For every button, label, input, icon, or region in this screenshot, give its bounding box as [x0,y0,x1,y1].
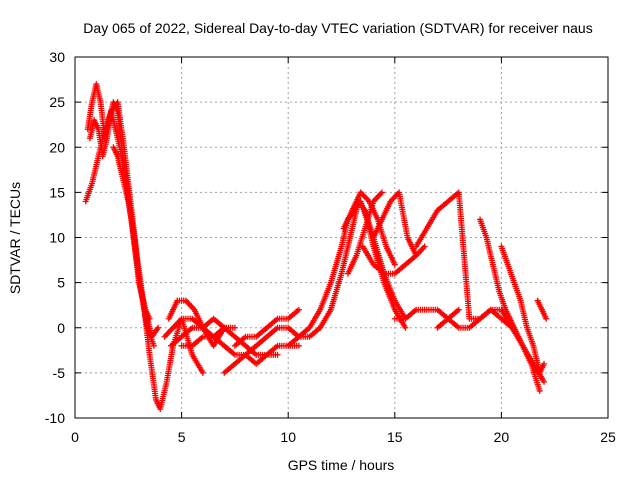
series-22 [534,297,550,322]
series-10 [231,306,302,349]
y-tick-label: 15 [49,184,65,200]
data-point [543,315,550,322]
data-point [150,342,157,349]
series-8 [178,324,238,349]
series-21 [498,243,548,376]
data-point [536,387,543,394]
series-12 [317,198,409,331]
data-point [402,324,409,331]
x-tick-label: 15 [387,429,403,445]
x-tick-label: 10 [280,429,296,445]
data-point [274,351,281,358]
data-points [82,81,550,412]
data-point [231,324,238,331]
data-point [146,315,153,322]
chart-title: Day 065 of 2022, Sidereal Day-to-day VTE… [83,20,592,36]
y-tick-label: 0 [57,320,65,336]
series-16 [370,189,428,259]
data-point [379,189,386,196]
x-axis-label: GPS time / hours [288,457,395,473]
plot-frame [74,56,609,419]
series-14 [344,189,386,277]
y-tick-label: 10 [49,230,65,246]
y-tick-label: 30 [49,49,65,65]
series-9 [221,324,324,376]
data-point [541,378,548,385]
data-point [295,306,302,313]
y-tick-label: 5 [57,275,65,291]
series-20 [477,216,543,394]
x-tick-label: 5 [178,429,186,445]
data-point [199,369,206,376]
data-point [155,324,162,331]
y-tick-label: 25 [49,94,65,110]
x-tick-label: 25 [600,429,616,445]
data-point [421,243,428,250]
y-tick-label: -5 [53,365,66,381]
data-point [541,360,548,367]
data-point [455,306,462,313]
y-tick-label: 20 [49,139,65,155]
grid-layer [75,57,608,418]
data-point [391,261,398,268]
y-axis-label: SDTVAR / TECUs [7,182,23,294]
series-4 [110,144,153,322]
series-15 [359,243,420,277]
data-point [295,342,302,349]
tick-layer: 0 5 10 15 20 25 -10 -5 0 5 10 15 20 25 30 [45,49,616,445]
x-tick-label: 0 [71,429,79,445]
x-tick-label: 20 [494,429,510,445]
y-tick-label: -10 [45,410,65,426]
